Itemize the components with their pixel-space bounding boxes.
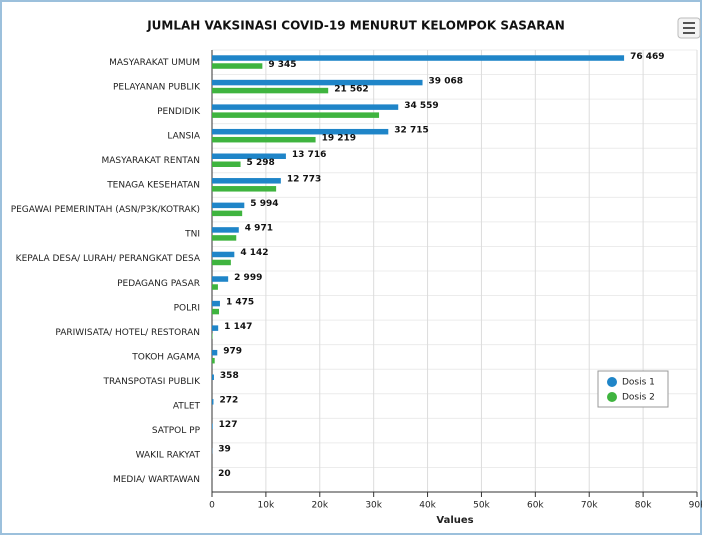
value-label: 39 068	[429, 76, 463, 86]
y-tick-label: LANSIA	[167, 131, 200, 141]
value-label: 979	[223, 346, 242, 356]
bar	[212, 276, 229, 282]
legend-marker	[607, 377, 617, 387]
value-label: 4 142	[240, 248, 268, 258]
legend-label: Dosis 1	[622, 378, 655, 388]
bar	[212, 251, 235, 258]
y-tick-label: TOKOH AGAMA	[131, 352, 201, 362]
y-tick-label: PEGAWAI PEMERINTAH (ASN/P3K/KOTRAK)	[11, 205, 200, 215]
value-label: 358	[220, 371, 239, 381]
menu-line	[683, 27, 695, 29]
bar	[212, 374, 214, 380]
x-tick-label: 60k	[527, 501, 544, 511]
value-label: 13 716	[292, 150, 326, 160]
value-label: 20	[218, 469, 231, 479]
y-tick-label: POLRI	[174, 303, 200, 313]
bar	[212, 399, 214, 405]
bar	[212, 87, 329, 94]
x-axis-title: Values	[436, 515, 473, 526]
bar	[212, 259, 231, 266]
legend: Dosis 1 Dosis 2	[597, 370, 669, 408]
y-tick-label: PARIWISATA/ HOTEL/ RESTORAN	[55, 328, 200, 338]
bar	[212, 178, 281, 184]
x-tick-label: 70k	[581, 501, 598, 511]
x-tick-label: 30k	[365, 501, 382, 511]
x-tick-label: 90k	[689, 501, 702, 511]
value-label: 1 475	[226, 297, 254, 307]
value-label: 127	[219, 420, 238, 430]
bar	[212, 308, 220, 315]
y-tick-label: WAKIL RAKYAT	[136, 451, 201, 461]
x-tick-label: 80k	[635, 501, 652, 511]
x-tick-label: 50k	[473, 501, 490, 511]
bar	[212, 104, 399, 110]
bar	[212, 202, 245, 209]
bar	[212, 161, 241, 167]
y-tick-label: MASYARAKAT RENTAN	[101, 156, 200, 166]
value-label: 272	[219, 396, 238, 406]
value-label: 1 147	[224, 322, 252, 332]
y-tick-label: SATPOL PP	[152, 426, 201, 436]
y-tick-label: KEPALA DESA/ LURAH/ PERANGKAT DESA	[16, 254, 201, 264]
chart-title: JUMLAH VAKSINASI COVID-19 MENURUT KELOMP…	[146, 19, 565, 33]
bar	[212, 136, 316, 143]
bar	[212, 186, 277, 192]
value-label: 4 971	[245, 224, 273, 234]
legend-marker	[607, 392, 617, 402]
bar	[212, 284, 218, 290]
bar	[212, 235, 237, 241]
y-tick-label: MEDIA/ WARTAWAN	[113, 475, 200, 485]
bar	[212, 333, 213, 339]
value-label: 34 559	[404, 101, 438, 111]
y-tick-label: TRANSPOTASI PUBLIK	[103, 377, 202, 387]
bar	[212, 325, 219, 331]
bar	[212, 112, 380, 118]
bar	[212, 423, 213, 430]
legend-label: Dosis 2	[622, 393, 655, 403]
bar	[212, 55, 625, 61]
value-label: 39	[218, 445, 231, 455]
y-tick-label: MASYARAKAT UMUM	[109, 58, 200, 68]
y-tick-label: PENDIDIK	[157, 107, 201, 117]
value-label: 5 994	[250, 199, 278, 209]
x-tick-label: 0	[209, 501, 215, 511]
value-label: 19 219	[322, 133, 356, 143]
value-label: 9 345	[268, 60, 296, 70]
x-tick-label: 40k	[419, 501, 436, 511]
x-tick-label: 10k	[258, 501, 275, 511]
bar	[212, 349, 218, 356]
y-tick-label: TNI	[184, 230, 200, 240]
bar	[212, 153, 286, 159]
x-tick-label: 20k	[311, 501, 328, 511]
bar	[212, 79, 423, 86]
bar	[212, 227, 239, 233]
bar	[212, 357, 215, 364]
menu-button[interactable]	[677, 17, 701, 39]
bar	[212, 63, 263, 69]
value-label: 76 469	[630, 52, 664, 62]
value-label: 32 715	[394, 125, 428, 135]
menu-line	[683, 32, 695, 34]
y-tick-label: PEDAGANG PASAR	[117, 279, 200, 289]
value-label: 5 298	[247, 158, 275, 168]
y-tick-label: TENAGA KESEHATAN	[106, 181, 200, 191]
value-label: 21 562	[334, 84, 368, 94]
menu-line	[683, 22, 695, 24]
bar	[212, 300, 220, 307]
bar	[212, 210, 243, 217]
value-label: 2 999	[234, 273, 262, 283]
y-tick-label: PELAYANAN PUBLIK	[113, 82, 201, 92]
bar	[212, 128, 389, 135]
value-label: 12 773	[287, 175, 321, 185]
y-tick-label: ATLET	[173, 402, 201, 412]
